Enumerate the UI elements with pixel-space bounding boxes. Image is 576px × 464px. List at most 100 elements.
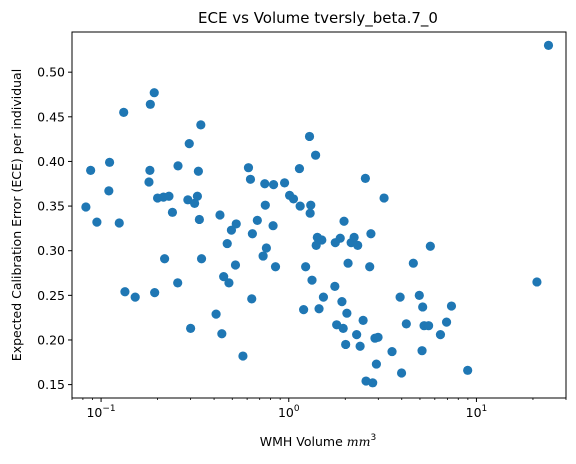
data-point-102 — [418, 302, 428, 312]
data-point-27 — [193, 166, 203, 176]
data-point-70 — [330, 281, 340, 292]
data-point-21 — [173, 161, 183, 171]
x-axis-label: WMH Volume mm3 — [260, 433, 376, 449]
data-point-63 — [307, 275, 317, 285]
data-point-96 — [395, 292, 405, 302]
data-point-105 — [425, 241, 435, 251]
data-point-67 — [314, 304, 324, 314]
y-tick-label: 0.35 — [37, 199, 65, 214]
data-point-93 — [373, 332, 383, 342]
data-point-68 — [317, 235, 327, 245]
data-point-79 — [343, 258, 353, 268]
data-point-85 — [358, 315, 368, 325]
y-tick-label: 0.30 — [37, 243, 65, 258]
data-point-107 — [441, 317, 452, 327]
data-point-74 — [337, 296, 347, 307]
data-point-45 — [252, 215, 262, 225]
data-point-11 — [145, 165, 155, 175]
x-tick-label: 101 — [466, 404, 488, 420]
data-point-9 — [130, 292, 140, 302]
data-point-48 — [260, 200, 270, 210]
data-point-22 — [183, 195, 193, 205]
data-point-4 — [104, 186, 114, 196]
data-point-75 — [338, 323, 348, 333]
data-point-18 — [164, 191, 174, 201]
data-point-98 — [401, 319, 411, 329]
y-tick-label: 0.25 — [37, 288, 65, 303]
x-axis-label-text: WMH Volume — [260, 434, 343, 449]
data-point-81 — [349, 232, 359, 242]
chart-title: ECE vs Volume tversly_beta.7_0 — [198, 9, 438, 28]
data-point-51 — [268, 180, 279, 190]
data-point-24 — [186, 323, 196, 333]
x-axis-ticks: 10−1 100 101 — [71, 398, 567, 420]
data-point-101 — [417, 346, 427, 356]
data-point-76 — [339, 216, 349, 226]
data-point-7 — [119, 107, 129, 117]
data-point-29 — [196, 120, 206, 130]
y-tick-label: 0.15 — [37, 377, 65, 392]
y-tick-label: 0.50 — [37, 65, 65, 80]
data-point-36 — [224, 278, 234, 288]
data-point-50 — [268, 221, 278, 231]
data-point-6 — [114, 218, 124, 228]
data-point-46 — [258, 251, 268, 261]
data-point-10 — [144, 177, 154, 187]
data-point-106 — [435, 330, 446, 340]
data-point-60 — [304, 131, 315, 142]
data-point-23 — [184, 138, 194, 149]
data-point-99 — [408, 258, 418, 268]
data-point-44 — [247, 229, 257, 239]
data-point-34 — [219, 272, 229, 282]
data-point-92 — [371, 359, 381, 369]
y-axis-ticks: 0.15 0.20 0.25 0.30 0.35 0.40 0.45 0.50 — [37, 65, 72, 392]
y-axis-label: Expected Calibration Error (ECE) per ind… — [9, 69, 24, 361]
data-point-32 — [215, 210, 225, 220]
data-point-62 — [306, 200, 316, 210]
data-point-19 — [167, 207, 178, 217]
data-point-52 — [270, 262, 281, 272]
x-axis-label-unit: mm — [347, 434, 371, 449]
data-point-5 — [104, 157, 115, 167]
data-point-57 — [295, 201, 305, 211]
data-point-108 — [446, 301, 457, 311]
data-point-90 — [368, 378, 378, 388]
data-point-61 — [305, 208, 315, 218]
data-point-33 — [217, 329, 227, 339]
data-point-104 — [424, 321, 434, 331]
data-point-53 — [279, 178, 290, 188]
data-point-3 — [92, 217, 102, 227]
data-point-73 — [335, 233, 345, 243]
data-point-14 — [150, 288, 160, 298]
data-point-94 — [379, 193, 389, 203]
data-point-38 — [230, 260, 241, 270]
data-point-77 — [341, 339, 351, 350]
data-point-111 — [543, 40, 554, 50]
data-point-100 — [414, 290, 424, 300]
data-point-64 — [311, 150, 321, 160]
data-point-58 — [299, 305, 309, 315]
data-point-89 — [366, 229, 376, 239]
y-tick-label: 0.40 — [37, 154, 65, 169]
y-tick-label: 0.20 — [37, 332, 65, 347]
data-point-40 — [238, 351, 248, 361]
data-point-37 — [226, 225, 237, 235]
data-point-59 — [301, 262, 311, 272]
data-point-56 — [294, 163, 305, 174]
plot-frame — [71, 31, 567, 399]
data-point-26 — [192, 191, 202, 201]
data-point-1 — [81, 202, 91, 212]
data-point-47 — [260, 179, 270, 189]
data-point-30 — [196, 254, 207, 264]
data-point-88 — [365, 262, 375, 272]
y-tick-label: 0.45 — [37, 109, 65, 124]
data-point-41 — [243, 163, 254, 173]
data-point-2 — [86, 165, 96, 175]
data-point-110 — [532, 277, 542, 287]
data-point-13 — [149, 88, 159, 98]
data-point-49 — [261, 243, 271, 253]
x-tick-label: 100 — [278, 404, 300, 420]
data-point-86 — [360, 173, 370, 183]
